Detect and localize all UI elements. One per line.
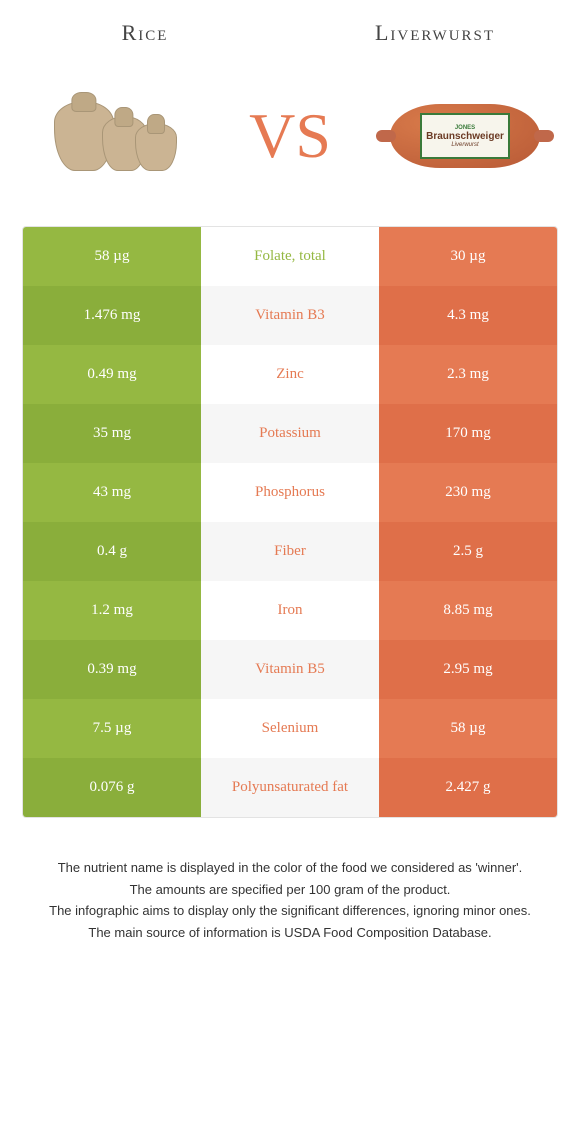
nutrient-name: Zinc xyxy=(201,345,379,404)
right-value: 8.85 mg xyxy=(379,581,557,640)
table-row: 7.5 µgSelenium58 µg xyxy=(23,699,557,758)
table-row: 43 mgPhosphorus230 mg xyxy=(23,463,557,522)
right-value: 170 mg xyxy=(379,404,557,463)
table-row: 0.076 gPolyunsaturated fat2.427 g xyxy=(23,758,557,817)
left-value: 7.5 µg xyxy=(23,699,201,758)
table-row: 0.4 gFiber2.5 g xyxy=(23,522,557,581)
footnotes: The nutrient name is displayed in the co… xyxy=(30,858,550,942)
nutrient-name: Polyunsaturated fat xyxy=(201,758,379,817)
right-value: 2.95 mg xyxy=(379,640,557,699)
nutrient-name: Iron xyxy=(201,581,379,640)
nutrient-name: Potassium xyxy=(201,404,379,463)
nutrient-name: Vitamin B5 xyxy=(201,640,379,699)
images-row: VS JONES Braunschweiger Liverwurst xyxy=(0,56,580,226)
sausage-main: Braunschweiger xyxy=(426,131,504,142)
left-value: 1.2 mg xyxy=(23,581,201,640)
left-food-title: Rice xyxy=(0,20,290,46)
left-value: 0.4 g xyxy=(23,522,201,581)
right-value: 2.5 g xyxy=(379,522,557,581)
left-value: 35 mg xyxy=(23,404,201,463)
header: Rice Liverwurst xyxy=(0,0,580,56)
table-row: 0.39 mgVitamin B52.95 mg xyxy=(23,640,557,699)
footnote-line: The main source of information is USDA F… xyxy=(30,923,550,943)
left-value: 58 µg xyxy=(23,227,201,286)
right-value: 2.3 mg xyxy=(379,345,557,404)
left-value: 0.076 g xyxy=(23,758,201,817)
rice-image xyxy=(25,76,205,196)
left-value: 1.476 mg xyxy=(23,286,201,345)
right-food-title: Liverwurst xyxy=(290,20,580,46)
nutrient-name: Phosphorus xyxy=(201,463,379,522)
right-value: 58 µg xyxy=(379,699,557,758)
right-value: 2.427 g xyxy=(379,758,557,817)
left-value: 0.49 mg xyxy=(23,345,201,404)
table-row: 1.476 mgVitamin B34.3 mg xyxy=(23,286,557,345)
left-value: 43 mg xyxy=(23,463,201,522)
right-value: 30 µg xyxy=(379,227,557,286)
sausage-sub: Liverwurst xyxy=(451,142,478,148)
nutrient-name: Selenium xyxy=(201,699,379,758)
liverwurst-image: JONES Braunschweiger Liverwurst xyxy=(375,76,555,196)
nutrient-name: Fiber xyxy=(201,522,379,581)
table-row: 58 µgFolate, total30 µg xyxy=(23,227,557,286)
nutrient-name: Folate, total xyxy=(201,227,379,286)
nutrient-name: Vitamin B3 xyxy=(201,286,379,345)
footnote-line: The infographic aims to display only the… xyxy=(30,901,550,921)
table-row: 0.49 mgZinc2.3 mg xyxy=(23,345,557,404)
right-value: 230 mg xyxy=(379,463,557,522)
table-row: 35 mgPotassium170 mg xyxy=(23,404,557,463)
nutrient-table: 58 µgFolate, total30 µg1.476 mgVitamin B… xyxy=(22,226,558,818)
footnote-line: The nutrient name is displayed in the co… xyxy=(30,858,550,878)
footnote-line: The amounts are specified per 100 gram o… xyxy=(30,880,550,900)
right-value: 4.3 mg xyxy=(379,286,557,345)
left-value: 0.39 mg xyxy=(23,640,201,699)
vs-label: VS xyxy=(249,104,331,168)
table-row: 1.2 mgIron8.85 mg xyxy=(23,581,557,640)
